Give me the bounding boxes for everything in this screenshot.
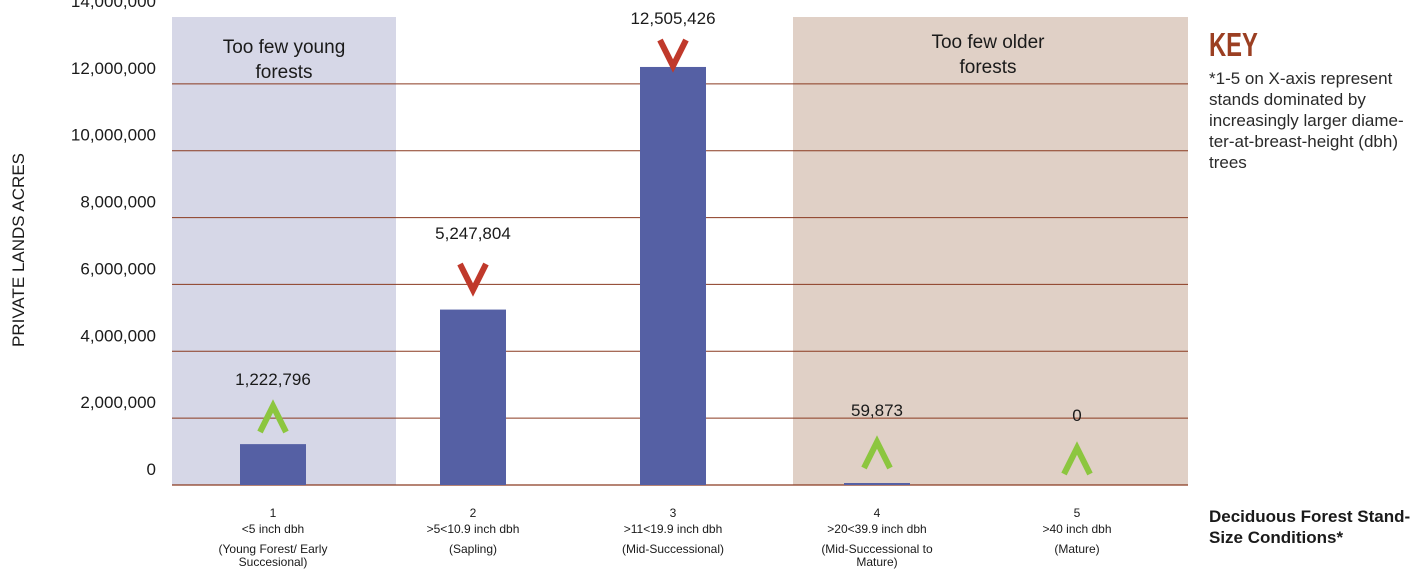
data-label: 5,247,804 [435, 224, 511, 243]
x-tick-description: (Young Forest/ Early [219, 542, 328, 556]
region-young-forests [172, 17, 396, 485]
data-label: 12,505,426 [630, 9, 715, 28]
x-tick-number: 1 [270, 506, 277, 520]
data-label: 0 [1072, 406, 1081, 425]
region-label-older: forests [959, 57, 1016, 78]
y-tick-label: 14,000,000 [71, 0, 156, 11]
y-tick-label: 4,000,000 [80, 326, 156, 345]
x-tick-range: >20<39.9 inch dbh [827, 522, 926, 536]
x-tick-number: 2 [470, 506, 477, 520]
y-tick-label: 0 [147, 460, 156, 479]
x-tick-range: >5<10.9 inch dbh [427, 522, 520, 536]
chart-key: KEY *1-5 on X-axis represent stands domi… [1209, 26, 1414, 173]
x-tick-range: <5 inch dbh [242, 522, 304, 536]
x-tick-range: >40 inch dbh [1042, 522, 1111, 536]
up-arrow-icon [257, 399, 289, 434]
y-tick-label: 8,000,000 [80, 193, 156, 212]
y-tick-label: 2,000,000 [80, 393, 156, 412]
region-label-young: Too few young [223, 37, 346, 58]
up-arrow-icon [1061, 441, 1093, 476]
bar [240, 444, 306, 485]
x-tick-description: (Mid-Successional to [821, 542, 933, 556]
bar [844, 482, 910, 485]
x-tick-range: >11<19.9 inch dbh [624, 522, 723, 536]
y-tick-label: 10,000,000 [71, 126, 156, 145]
key-title: KEY [1209, 26, 1258, 63]
x-tick-description: Mature) [856, 555, 897, 569]
y-tick-label: 6,000,000 [80, 259, 156, 278]
bar [440, 309, 506, 485]
y-tick-label: 12,000,000 [71, 59, 156, 78]
data-label: 1,222,796 [235, 370, 311, 389]
key-note: *1-5 on X-axis represent stands dominate… [1209, 69, 1404, 172]
data-label: 59,873 [851, 401, 903, 420]
x-tick-description: (Mature) [1054, 542, 1099, 556]
x-tick-description: (Mid-Successional) [622, 542, 724, 556]
x-tick-number: 3 [670, 506, 677, 520]
x-axis-title: Deciduous Forest Stand-Size Conditions* [1209, 507, 1411, 547]
x-tick-description: Succesional) [239, 555, 308, 569]
region-label-older: Too few older [931, 32, 1045, 53]
y-axis-title: PRIVATE LANDS ACRES [9, 153, 28, 347]
x-tick-description: (Sapling) [449, 542, 497, 556]
down-arrow-icon [457, 262, 489, 297]
x-tick-number: 4 [874, 506, 881, 520]
up-arrow-icon [861, 435, 893, 470]
region-older-forests [793, 17, 1188, 485]
down-arrow-icon [657, 38, 689, 73]
bar [640, 66, 706, 485]
region-label-young: forests [255, 62, 312, 83]
x-tick-number: 5 [1074, 506, 1081, 520]
